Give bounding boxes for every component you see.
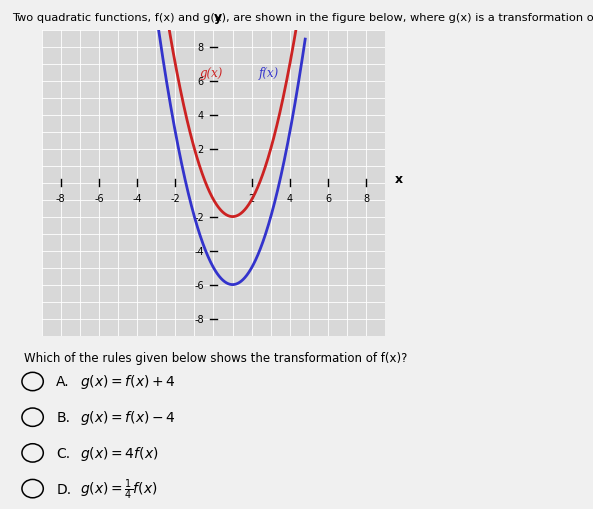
Text: 4: 4 — [198, 110, 204, 120]
Text: A.: A. — [56, 375, 70, 389]
Text: 6: 6 — [325, 193, 331, 204]
Text: 4: 4 — [287, 193, 293, 204]
Text: -4: -4 — [195, 246, 204, 256]
Text: -2: -2 — [170, 193, 180, 204]
Text: 2: 2 — [197, 145, 204, 154]
Text: -8: -8 — [195, 314, 204, 324]
Text: $g(x) = \frac{1}{4}f(x)$: $g(x) = \frac{1}{4}f(x)$ — [80, 476, 158, 501]
Text: -4: -4 — [132, 193, 142, 204]
Text: Which of the rules given below shows the transformation of f(x)?: Which of the rules given below shows the… — [24, 351, 407, 364]
Text: 6: 6 — [198, 76, 204, 87]
Text: -6: -6 — [94, 193, 104, 204]
Text: -8: -8 — [56, 193, 65, 204]
Text: 2: 2 — [248, 193, 255, 204]
Text: 8: 8 — [364, 193, 369, 204]
Text: Two quadratic functions, f(x) and g(x), are shown in the figure below, where g(x: Two quadratic functions, f(x) and g(x), … — [12, 13, 593, 23]
Text: -6: -6 — [195, 280, 204, 290]
Text: -2: -2 — [194, 212, 204, 222]
Text: g(x): g(x) — [200, 67, 223, 79]
Text: 8: 8 — [198, 43, 204, 52]
Text: $g(x) = 4f(x)$: $g(x) = 4f(x)$ — [80, 444, 158, 462]
Text: B.: B. — [56, 410, 71, 425]
Text: D.: D. — [56, 482, 72, 496]
Text: x: x — [395, 173, 403, 185]
Text: $g(x) = f(x) - 4$: $g(x) = f(x) - 4$ — [80, 408, 176, 427]
Text: f(x): f(x) — [259, 67, 279, 79]
Text: y: y — [214, 11, 222, 24]
Text: C.: C. — [56, 446, 71, 460]
Text: $g(x) = f(x) + 4$: $g(x) = f(x) + 4$ — [80, 373, 176, 391]
